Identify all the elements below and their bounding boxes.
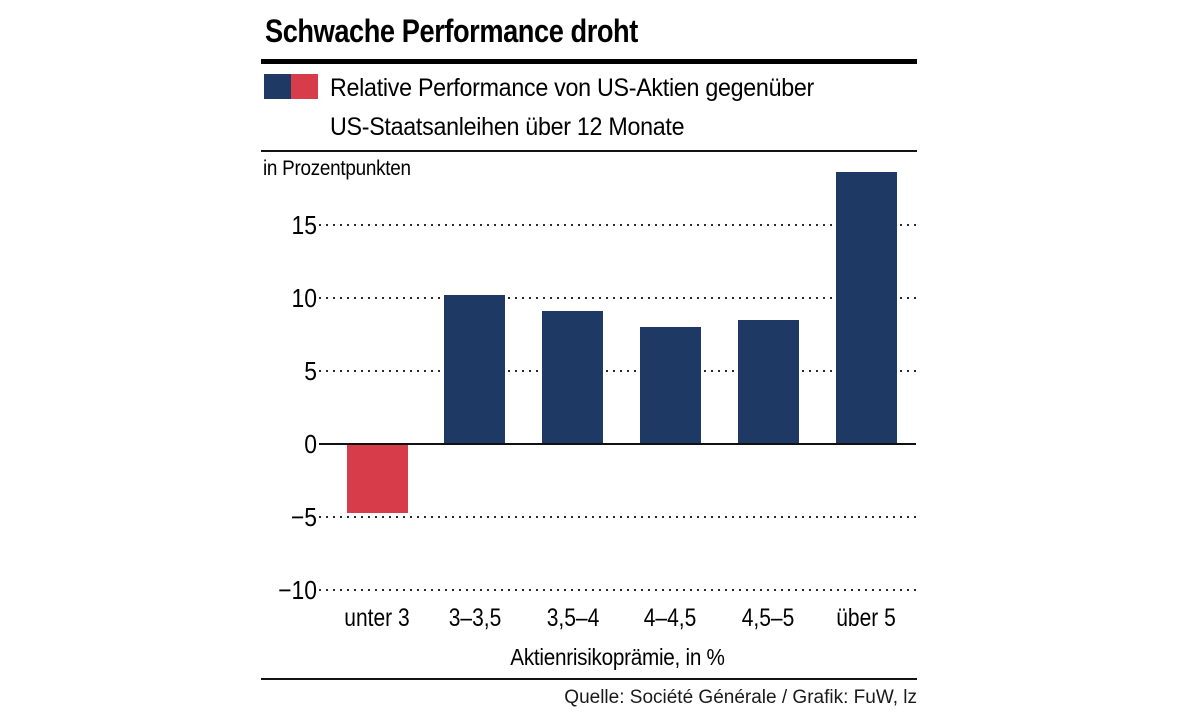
bar-5 [737,319,799,444]
y-tick-label: −10 [278,575,317,605]
title-rule [261,59,917,64]
x-axis-zero-line [319,443,916,445]
footer-rule [261,678,917,680]
x-tick-label: 4–4,5 [644,604,697,632]
x-tick-label: 3,5–4 [546,604,599,632]
bar-6 [835,172,897,444]
x-tick-label: unter 3 [344,604,410,632]
chart-title: Schwache Performance droht [265,13,638,49]
bar-1 [346,444,408,513]
gridline [319,224,916,226]
bar-3 [542,311,604,444]
x-tick-label: 4,5–5 [741,604,795,632]
gridline [319,297,916,299]
gridline [319,589,916,591]
x-axis-title: Aktienrisikoprämie, in % [510,644,725,670]
y-tick-label: 5 [304,356,317,386]
legend-label-line1: Relative Performance von US-Aktien gegen… [330,74,814,102]
source-credit: Quelle: Société Générale / Grafik: FuW, … [564,687,917,708]
x-tick-label: 3–3,5 [448,604,502,632]
bar-2 [444,295,506,444]
legend-label-line2: US-Staatsanleihen über 12 Monate [330,113,685,141]
y-axis-unit-label: in Prozentpunkten [263,157,411,180]
y-tick-label: −5 [290,502,317,532]
gridline [319,370,916,372]
gridline [319,516,916,518]
legend-separator-rule [261,150,917,152]
bar-4 [639,327,701,444]
y-tick-label: 10 [291,283,317,313]
y-tick-label: 0 [304,429,317,459]
legend-swatch-positive [264,74,291,99]
x-tick-label: über 5 [836,604,896,632]
legend-label: Relative Performance von US-Aktien gegen… [330,69,814,147]
y-tick-label: 15 [291,210,317,240]
legend-swatch-negative [291,74,318,99]
